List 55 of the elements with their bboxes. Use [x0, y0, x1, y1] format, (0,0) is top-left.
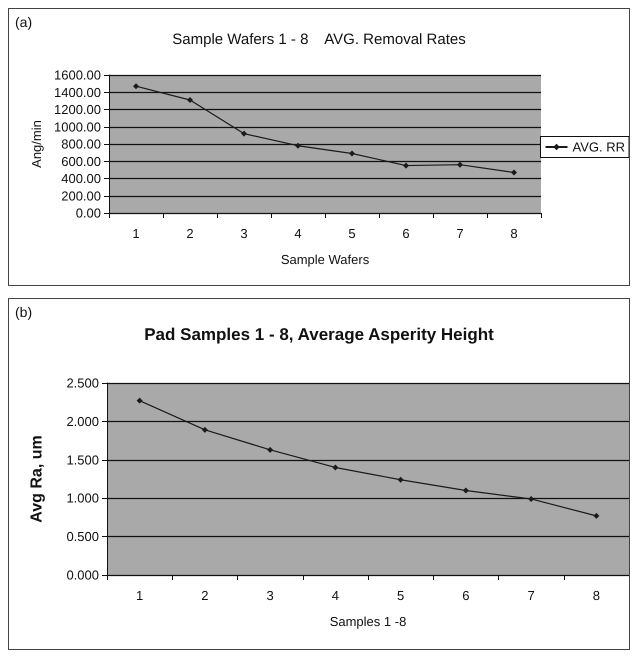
x-axis-title: Sample Wafers — [280, 252, 370, 267]
x-tick-label: 2 — [201, 588, 208, 603]
point — [295, 142, 301, 149]
x-tick-label: 6 — [462, 588, 470, 603]
y-tick-label: 800.00 — [61, 136, 101, 152]
point — [133, 83, 139, 90]
y-tick-label: 1200.00 — [54, 102, 101, 117]
y-tick-label: 0.000 — [66, 568, 99, 582]
y-tick-label: 1.000 — [66, 490, 99, 506]
x-tick-label: 7 — [456, 226, 464, 241]
x-tick-label: 6 — [402, 226, 410, 241]
x-tick-label: 5 — [348, 226, 356, 241]
x-tick-label: 4 — [332, 588, 339, 603]
x-tick-label: 3 — [240, 226, 248, 241]
y-tick-label: 2.500 — [66, 376, 99, 390]
y-tick-label: 0.500 — [66, 529, 99, 544]
y-tick-label: 2.000 — [66, 414, 99, 429]
x-axis-title: Samples 1 -8 — [330, 614, 406, 629]
y-tick-label: 400.00 — [61, 171, 101, 186]
point — [398, 476, 404, 483]
point — [202, 426, 208, 433]
x-tick-label: 8 — [510, 226, 518, 241]
x-tick-label: 5 — [397, 588, 404, 603]
y-tick-label: 1400.00 — [54, 84, 101, 100]
chart-title: Pad Samples 1 - 8, Average Asperity Height — [144, 325, 494, 344]
point — [457, 162, 463, 168]
y-tick-label: 200.00 — [61, 188, 101, 204]
point — [403, 162, 409, 169]
point — [462, 488, 469, 494]
text: (b) — [15, 304, 32, 320]
point — [349, 150, 355, 156]
text: (a) — [15, 14, 32, 30]
point — [241, 130, 247, 137]
chart-title: Sample Wafers 1 - 8 AVG. Removal Rates — [172, 31, 466, 48]
y-axis-title: Ang/min — [29, 120, 44, 168]
x-tick-label: 3 — [266, 588, 274, 603]
point — [267, 446, 274, 453]
point — [136, 398, 143, 404]
y-tick-label: 1000.00 — [54, 119, 101, 134]
x-tick-label: 4 — [294, 226, 302, 241]
point — [593, 512, 600, 519]
legend-label: AVG. RR — [572, 140, 626, 154]
y-axis-title: Avg Ra, um — [28, 435, 46, 523]
x-tick-label: 2 — [186, 226, 194, 241]
x-tick-label: 1 — [132, 226, 140, 241]
point — [187, 97, 193, 104]
x-tick-label: 8 — [592, 588, 600, 603]
x-tick-label: 7 — [528, 588, 535, 603]
y-tick-label: 600.00 — [61, 154, 101, 169]
point — [332, 464, 338, 470]
point — [511, 169, 517, 176]
y-tick-label: 1.500 — [66, 452, 99, 468]
y-tick-label: 0.00 — [76, 206, 101, 220]
x-tick-label: 1 — [136, 588, 144, 603]
y-tick-label: 1600.00 — [54, 68, 101, 82]
